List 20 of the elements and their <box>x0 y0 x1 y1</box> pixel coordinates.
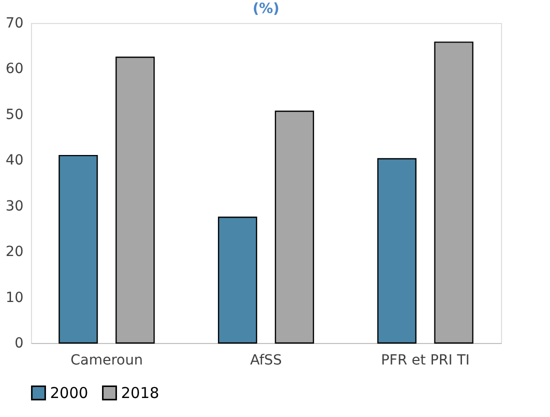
bar <box>58 154 98 344</box>
y-tick-label: 10 <box>6 290 24 306</box>
x-tick-label: Cameroun <box>70 352 143 368</box>
y-tick-label: 30 <box>6 198 24 214</box>
chart-title: (%) <box>252 1 280 17</box>
x-tick-label: PFR et PRI TI <box>380 352 470 368</box>
bar <box>434 42 474 344</box>
y-tick-label: 60 <box>6 61 24 78</box>
y-tick-label: 50 <box>6 106 24 123</box>
x-tick-label: AfSS <box>250 352 282 368</box>
bar <box>377 158 416 344</box>
y-tick-label: 70 <box>6 16 24 32</box>
legend-label: 2000 <box>50 384 88 402</box>
y-tick-label: 20 <box>6 244 24 260</box>
legend-label: 2018 <box>121 384 160 402</box>
bar <box>116 56 155 344</box>
bar <box>274 110 314 344</box>
y-tick-label: 40 <box>6 152 24 169</box>
y-tick-label: 0 <box>14 336 24 352</box>
bar <box>218 216 258 344</box>
